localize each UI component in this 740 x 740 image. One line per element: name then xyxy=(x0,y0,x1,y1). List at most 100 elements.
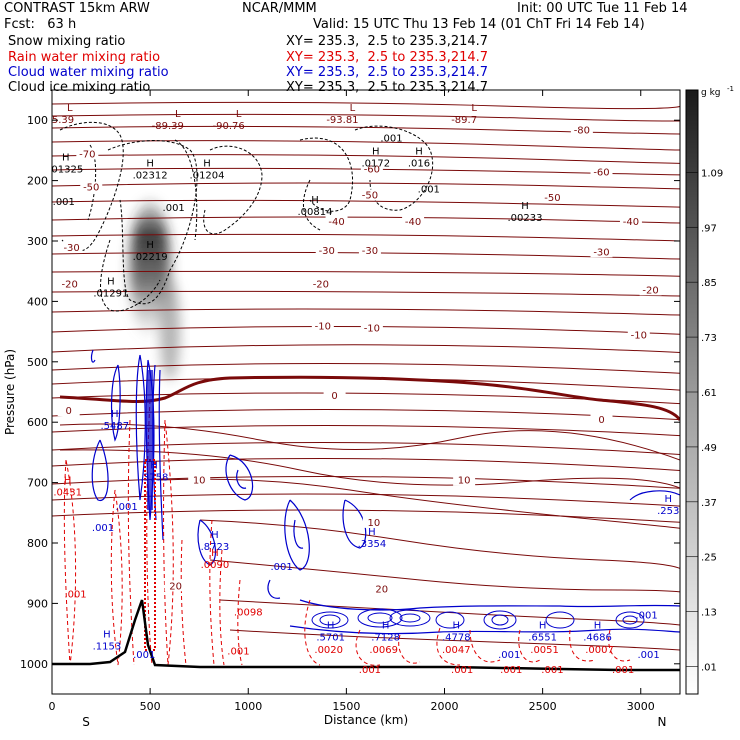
temp-label-bg xyxy=(188,474,211,486)
field-xy-rain: XY= 235.3, 2.5 to 235.3,214.7 xyxy=(286,50,489,65)
high-marker: H xyxy=(327,621,335,632)
temp-label-bg xyxy=(453,474,476,486)
temp-label-bg xyxy=(57,405,80,417)
temp-label-bg xyxy=(590,414,613,426)
temp-label-bg xyxy=(323,390,346,402)
high-marker: H xyxy=(211,548,219,559)
colorbar-tick-label: .49 xyxy=(701,443,717,454)
contour-value-label: .001 xyxy=(270,562,292,573)
temp-label-bg xyxy=(315,245,338,257)
y-tick-label: 300 xyxy=(27,235,48,248)
temperature-label: 20 xyxy=(169,581,182,592)
snow-shading-upper xyxy=(160,280,180,380)
high-marker: H xyxy=(521,201,529,212)
high-value-label: .00814 xyxy=(297,207,332,218)
temp-label-bg xyxy=(590,166,613,178)
temp-label-bg xyxy=(360,322,383,334)
high-marker: H xyxy=(594,621,602,632)
y-tick-label: 800 xyxy=(27,537,48,550)
model-title: CONTRAST 15km ARW xyxy=(4,1,150,16)
contour-value-label: .001 xyxy=(500,665,522,676)
temp-label-bg xyxy=(325,216,348,228)
high-marker: H xyxy=(111,409,119,420)
contour-value-label: .001 xyxy=(359,665,381,676)
temperature-label: -20 xyxy=(642,285,658,296)
low-value-label: 35.39 xyxy=(46,115,75,126)
high-marker: H xyxy=(107,276,115,287)
contour-value-label: .001 xyxy=(133,650,155,661)
temperature-label: -60 xyxy=(593,168,609,179)
temperature-label: -80 xyxy=(574,125,590,136)
high-marker: H xyxy=(453,621,461,632)
high-value-label: .5487 xyxy=(100,421,129,432)
x-tick-label: 3000 xyxy=(627,700,655,713)
temp-label-bg xyxy=(60,242,83,254)
north-end-label: N xyxy=(658,715,667,729)
temperature-label: -30 xyxy=(63,243,79,254)
colorbar-tick-label: .61 xyxy=(701,388,717,399)
colorbar-tick-label: .13 xyxy=(701,608,717,619)
temp-label-bg xyxy=(164,580,187,592)
field-xy-cloud-ice: XY= 235.3, 2.5 to 235.3,214.7 xyxy=(286,80,489,95)
zero-degree-isotherm xyxy=(59,375,680,421)
org-label: NCAR/MMM xyxy=(242,1,317,16)
x-tick-label: 2000 xyxy=(431,700,459,713)
temp-label-bg xyxy=(541,191,564,203)
temperature-label: -10 xyxy=(315,322,331,333)
init-time: Init: 00 UTC Tue 11 Feb 14 xyxy=(517,1,688,16)
colorbar-tick-label: .85 xyxy=(701,278,717,289)
temperature-label: -60 xyxy=(364,165,380,176)
low-marker: L xyxy=(350,103,356,114)
contour-value-label: .001 xyxy=(92,523,114,534)
valid-time: Valid: 15 UTC Thu 13 Feb 14 (01 ChT Fri … xyxy=(313,17,645,32)
contour-value-label: .0020 xyxy=(314,645,343,656)
contour-value-label: .001 xyxy=(380,133,402,144)
temp-label-bg xyxy=(570,124,593,136)
contour-value-label: .001 xyxy=(637,650,659,661)
terrain-profile xyxy=(52,599,680,672)
colorbar-tick-label: .73 xyxy=(701,333,717,344)
colorbar-tick-label: .25 xyxy=(701,553,717,564)
temperature-label: 10 xyxy=(193,476,206,487)
temperature-label: -20 xyxy=(61,279,77,290)
contour-value-label: .001 xyxy=(612,665,634,676)
temperature-label: 20 xyxy=(375,584,388,595)
temperature-label: -10 xyxy=(631,331,647,342)
contour-value-label: .0098 xyxy=(234,607,263,618)
contour-value-label: .001 xyxy=(541,665,563,676)
south-end-label: S xyxy=(82,715,90,729)
high-marker: H xyxy=(150,461,158,472)
temp-label-bg xyxy=(639,284,662,296)
colorbar: .01 .13 .25 .37 .49 .61 .73 .85 .97 1.09 g kg -1 xyxy=(685,85,734,695)
temperature-label: -50 xyxy=(83,183,99,194)
contour-value-label: .001 xyxy=(498,650,520,661)
contour-value-label: .001 xyxy=(64,589,86,600)
high-value-label: .3758 xyxy=(140,473,169,484)
temperature-label: 10 xyxy=(458,476,471,487)
high-value-label: .016 xyxy=(408,159,430,170)
contour-value-label: .001 xyxy=(163,203,185,214)
low-marker: L xyxy=(471,103,477,114)
y-tick-label: 700 xyxy=(27,477,48,490)
snow-contours xyxy=(59,121,434,312)
x-tick-label: 1000 xyxy=(234,700,262,713)
contour-value-label: .0047 xyxy=(442,645,471,656)
high-value-label: .0431 xyxy=(53,488,82,499)
y-tick-label: 900 xyxy=(27,597,48,610)
high-value-label: .1153 xyxy=(93,642,122,653)
high-value-label: .0090 xyxy=(201,560,230,571)
high-marker: H xyxy=(64,476,72,487)
high-value-label: .01291 xyxy=(93,288,128,299)
high-marker: H xyxy=(311,195,319,206)
temp-label-bg xyxy=(590,246,613,258)
high-marker: H xyxy=(368,527,376,538)
temperature-label: -10 xyxy=(364,323,380,334)
high-marker: H xyxy=(382,621,390,632)
temp-label-bg xyxy=(358,245,381,257)
temperature-label: 0 xyxy=(331,391,337,402)
low-marker: L xyxy=(175,109,181,120)
y-tick-label: 600 xyxy=(27,416,48,429)
temperature-label: -30 xyxy=(319,246,335,257)
temp-label-bg xyxy=(76,148,99,160)
